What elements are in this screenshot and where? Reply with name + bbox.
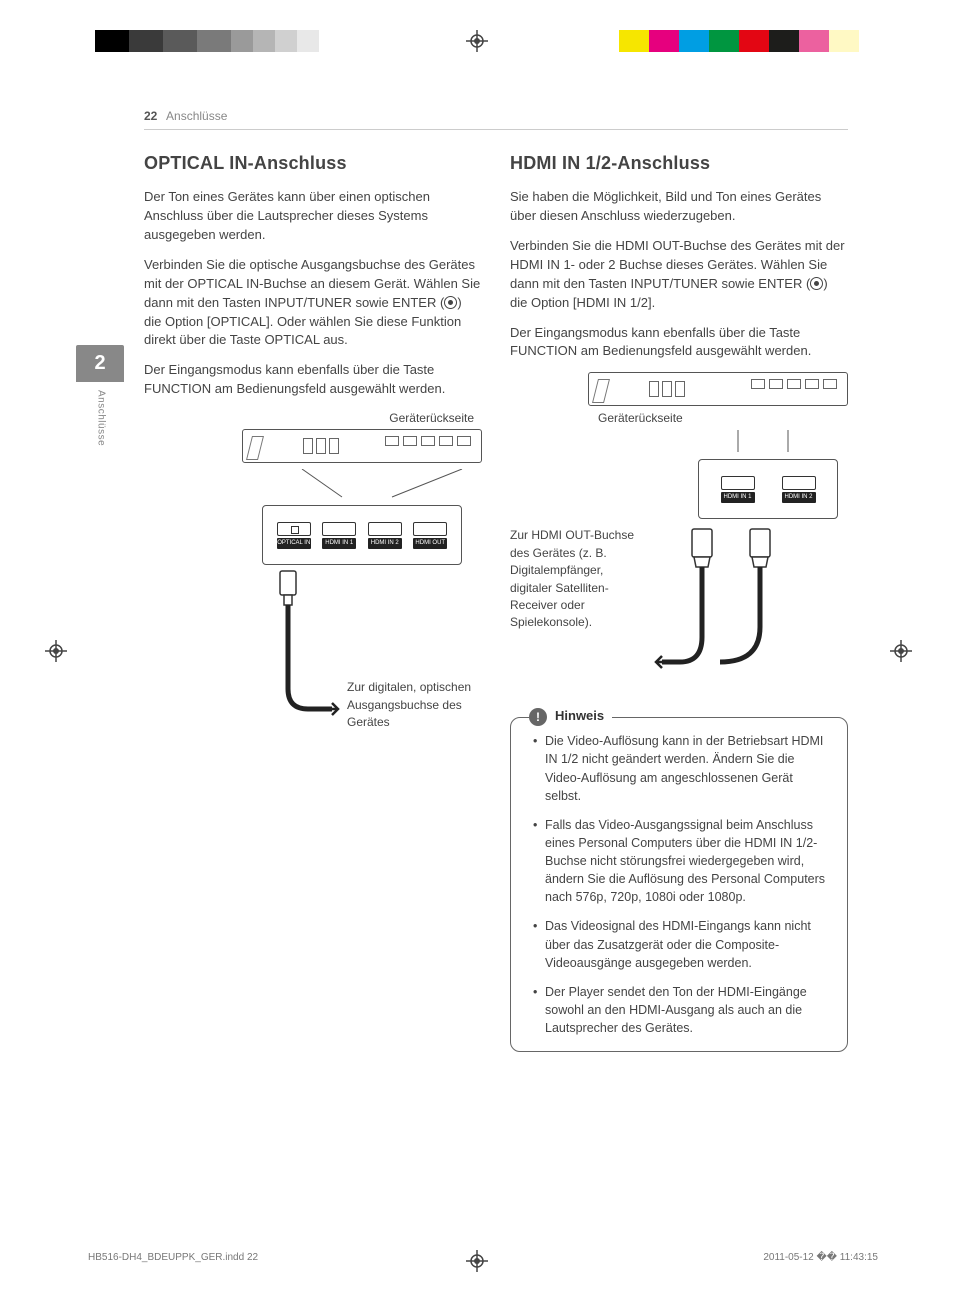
note-item: Die Video-Auflösung kann in der Betriebs…	[533, 732, 831, 805]
registration-mark-icon	[466, 30, 488, 52]
body-text: Der Ton eines Gerätes kann über einen op…	[144, 188, 482, 245]
optical-connection-diagram: Geräterückseite OPTICAL IN HDMI IN 1 HDM…	[144, 410, 482, 749]
info-icon: !	[529, 708, 547, 726]
note-title: Hinweis	[555, 707, 604, 726]
enter-icon	[810, 277, 823, 290]
note-item: Der Player sendet den Ton der HDMI-Eingä…	[533, 983, 831, 1037]
page-number: 22	[144, 109, 157, 123]
left-column: OPTICAL IN-Anschluss Der Ton eines Gerät…	[144, 150, 482, 1052]
hdmi-connection-diagram: Geräterückseite HDMI IN 1 HDMI IN 2 Zur …	[510, 372, 848, 703]
device-rear-icon	[588, 372, 848, 406]
note-item: Falls das Video-Ausgangssignal beim Ansc…	[533, 816, 831, 907]
cable-destination-label: Zur HDMI OUT-Buchse des Gerätes (z. B. D…	[510, 527, 640, 703]
note-box: ! Hinweis Die Video-Auflösung kann in de…	[510, 717, 848, 1052]
body-text: Verbinden Sie die optische Ausgangsbuchs…	[144, 256, 482, 350]
footer-timestamp: 2011-05-12 �� 11:43:15	[763, 1251, 878, 1266]
registration-mark-icon	[45, 640, 67, 662]
chapter-number: 2	[76, 345, 124, 382]
note-list: Die Video-Auflösung kann in der Betriebs…	[527, 732, 831, 1037]
chapter-label: Anschlüsse	[93, 390, 108, 446]
print-footer: HB516-DH4_BDEUPPK_GER.indd 22 2011-05-12…	[88, 1251, 878, 1266]
body-text: Verbinden Sie die HDMI OUT-Buchse des Ge…	[510, 237, 848, 312]
registration-mark-icon	[890, 640, 912, 662]
device-rear-icon	[242, 429, 482, 463]
footer-filename: HB516-DH4_BDEUPPK_GER.indd 22	[88, 1251, 258, 1266]
optical-in-heading: OPTICAL IN-Anschluss	[144, 150, 482, 176]
hdmi-cables-icon	[650, 527, 830, 697]
right-column: HDMI IN 1/2-Anschluss Sie haben die Mögl…	[510, 150, 848, 1052]
body-text: Der Eingangsmodus kann ebenfalls über di…	[144, 361, 482, 399]
diagram-label: Geräterückseite	[588, 410, 848, 427]
header-section: Anschlüsse	[166, 109, 227, 123]
page-header: 22 Anschlüsse	[144, 108, 848, 130]
body-text: Der Eingangsmodus kann ebenfalls über di…	[510, 324, 848, 362]
enter-icon	[444, 296, 457, 309]
diagram-label: Geräterückseite	[144, 410, 482, 427]
body-text: Sie haben die Möglichkeit, Bild und Ton …	[510, 188, 848, 226]
connector-lines-icon	[242, 469, 482, 499]
hdmi-in-heading: HDMI IN 1/2-Anschluss	[510, 150, 848, 176]
port-panel: HDMI IN 1 HDMI IN 2	[698, 459, 838, 519]
chapter-tab: 2 Anschlüsse	[76, 345, 124, 446]
note-item: Das Videosignal des HDMI-Eingangs kann n…	[533, 917, 831, 971]
cable-destination-label: Zur digitalen, optischen Ausgangsbuchse …	[347, 679, 487, 731]
port-panel: OPTICAL IN HDMI IN 1 HDMI IN 2 HDMI OUT	[262, 505, 462, 565]
connector-lines-icon	[588, 430, 848, 454]
